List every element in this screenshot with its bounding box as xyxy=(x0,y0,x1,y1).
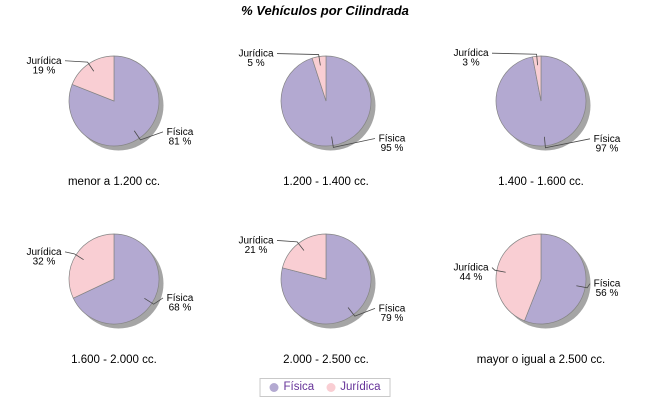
slice-leader-line-juridica xyxy=(64,251,84,261)
slice-label-name-juridica: Jurídica xyxy=(453,263,488,274)
pie-caption: 2.000 - 2.500 cc. xyxy=(283,354,369,366)
pie-caption: 1.400 - 1.600 cc. xyxy=(498,176,584,188)
chart-title: % Vehículos por Cilindrada xyxy=(241,3,409,18)
slice-label-value-fisica: 56 % xyxy=(596,288,619,299)
pie-cell-menor-1200: Física 81 % Jurídica 19 % menor a 1.200 cc. xyxy=(6,29,222,199)
slice-leader-line-fisica xyxy=(331,136,376,148)
slice-label-name-juridica: Jurídica xyxy=(453,48,488,59)
slice-label-name-fisica: Física xyxy=(167,127,194,138)
pie-cell-1600-2000: Física 68 % Jurídica 32 % 1.600 - 2.000 cc. xyxy=(6,207,222,377)
slice-leader-line-fisica xyxy=(347,307,376,317)
slice-leader-line-juridica xyxy=(276,240,305,251)
slice-leader-line-fisica xyxy=(576,283,591,289)
slice-label-name-juridica: Jurídica xyxy=(26,56,61,67)
slice-label-name-fisica: Física xyxy=(594,279,621,290)
slice-label-value-juridica: 19 % xyxy=(33,65,56,76)
slice-label-value-juridica: 32 % xyxy=(33,256,56,267)
legend-item-juridica: Jurídica xyxy=(326,381,380,393)
pie-cell-2000-2500: Física 79 % Jurídica 21 % 2.000 - 2.500 cc. xyxy=(218,207,434,377)
pie-cell-1200-1400: Física 95 % Jurídica 5 % 1.200 - 1.400 cc. xyxy=(218,29,434,199)
slice-label-name-fisica: Física xyxy=(379,303,406,314)
slice-label-name-fisica: Física xyxy=(167,293,194,304)
pie-cell-mayor-2500: Física 56 % Jurídica 44 % mayor o igual a 2… xyxy=(433,207,649,377)
slice-label-name-fisica: Física xyxy=(594,134,621,145)
legend-swatch-fisica-icon xyxy=(269,382,279,392)
slice-label-value-fisica: 97 % xyxy=(596,143,619,154)
slice-label-value-juridica: 44 % xyxy=(460,272,483,283)
pie-cell-1400-1600: Física 97 % Jurídica 3 % 1.400 - 1.600 cc. xyxy=(433,29,649,199)
slice-leader-line-juridica xyxy=(64,60,95,72)
pie-caption: menor a 1.200 cc. xyxy=(67,176,161,188)
pie-caption: mayor o igual a 2.500 cc. xyxy=(476,354,606,366)
pie-caption: 1.200 - 1.400 cc. xyxy=(283,176,369,188)
slice-label-value-fisica: 68 % xyxy=(169,302,192,313)
slice-leader-line-juridica xyxy=(276,53,321,66)
slice-leader-line-fisica xyxy=(144,297,164,305)
slice-label-value-juridica: 21 % xyxy=(245,245,268,256)
pie-caption: 1.600 - 2.000 cc. xyxy=(71,354,157,366)
slice-label-value-juridica: 5 % xyxy=(247,58,264,69)
slice-label-value-fisica: 79 % xyxy=(381,313,404,324)
slice-leader-line-juridica xyxy=(491,267,506,273)
legend-label-fisica: Física xyxy=(283,381,315,393)
slice-label-name-juridica: Jurídica xyxy=(238,235,273,246)
legend-swatch-juridica-icon xyxy=(326,382,336,392)
slice-leader-line-fisica xyxy=(543,136,591,149)
slice-label-value-juridica: 3 % xyxy=(462,58,479,69)
slice-leader-line-juridica xyxy=(491,52,539,66)
slice-leader-line-fisica xyxy=(133,130,164,141)
legend-item-fisica: Física xyxy=(269,381,315,393)
slice-label-name-juridica: Jurídica xyxy=(26,247,61,258)
slice-label-name-fisica: Física xyxy=(379,133,406,144)
legend-label-juridica: Jurídica xyxy=(340,381,381,393)
slice-label-value-fisica: 95 % xyxy=(381,143,404,154)
slice-label-value-fisica: 81 % xyxy=(169,136,192,147)
legend: Física Jurídica xyxy=(259,378,391,397)
slice-label-name-juridica: Jurídica xyxy=(238,49,273,60)
